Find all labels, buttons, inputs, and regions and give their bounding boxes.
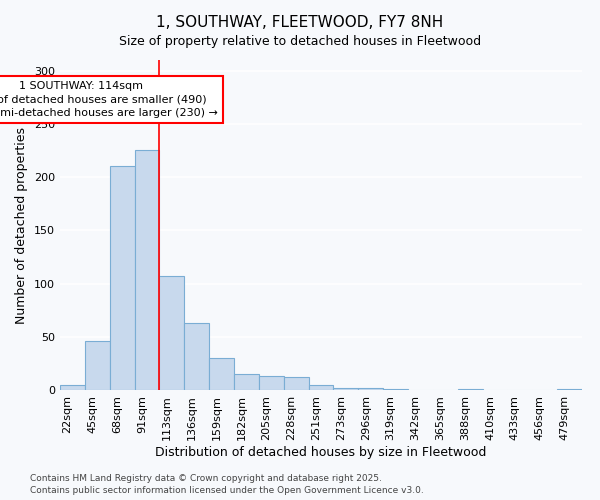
Y-axis label: Number of detached properties: Number of detached properties — [16, 126, 28, 324]
Bar — [85, 341, 110, 390]
Text: 1 SOUTHWAY: 114sqm
← 68% of detached houses are smaller (490)
32% of semi-detach: 1 SOUTHWAY: 114sqm ← 68% of detached hou… — [0, 82, 218, 118]
X-axis label: Distribution of detached houses by size in Fleetwood: Distribution of detached houses by size … — [155, 446, 487, 458]
Bar — [458, 389, 482, 390]
Bar — [234, 374, 259, 390]
Bar — [284, 377, 308, 390]
Bar — [209, 358, 234, 390]
Bar — [134, 150, 160, 390]
Bar — [184, 323, 209, 390]
Bar — [110, 166, 134, 390]
Bar — [259, 376, 284, 390]
Bar — [383, 389, 408, 390]
Bar — [557, 389, 582, 390]
Text: Size of property relative to detached houses in Fleetwood: Size of property relative to detached ho… — [119, 35, 481, 48]
Bar — [308, 384, 334, 390]
Bar — [358, 388, 383, 390]
Text: Contains HM Land Registry data © Crown copyright and database right 2025.
Contai: Contains HM Land Registry data © Crown c… — [30, 474, 424, 495]
Bar — [160, 276, 184, 390]
Bar — [334, 388, 358, 390]
Text: 1, SOUTHWAY, FLEETWOOD, FY7 8NH: 1, SOUTHWAY, FLEETWOOD, FY7 8NH — [157, 15, 443, 30]
Bar — [60, 384, 85, 390]
